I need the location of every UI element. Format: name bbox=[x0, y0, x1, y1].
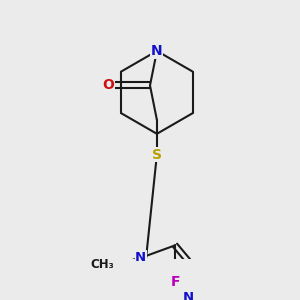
Text: CH₃: CH₃ bbox=[90, 258, 114, 271]
Text: N: N bbox=[183, 291, 194, 300]
Text: S: S bbox=[152, 148, 162, 161]
Text: O: O bbox=[103, 79, 115, 92]
Text: N: N bbox=[135, 251, 146, 264]
Text: F: F bbox=[170, 275, 180, 290]
Text: N: N bbox=[151, 44, 163, 58]
